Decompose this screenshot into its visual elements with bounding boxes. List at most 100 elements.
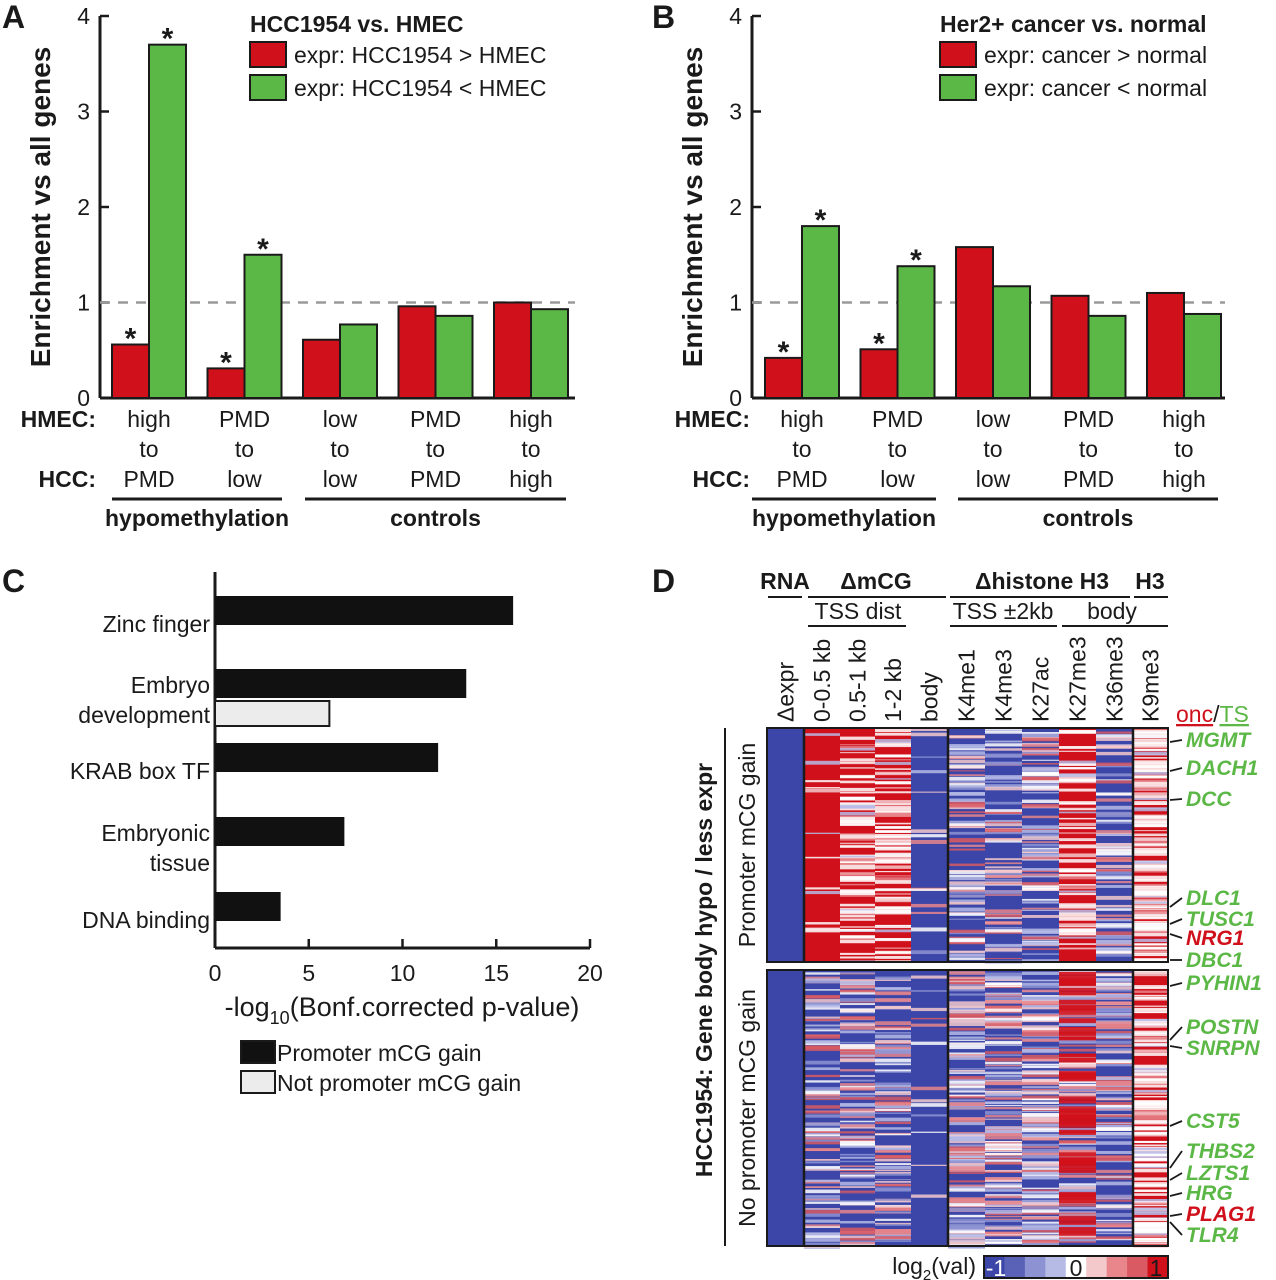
heatmap-stripe: [1133, 779, 1168, 783]
heatmap-stripe: [948, 1090, 985, 1093]
heatmap-stripe: [985, 1081, 1022, 1085]
heatmap-stripe: [875, 1184, 911, 1186]
heatmap-stripe: [948, 1153, 985, 1156]
heatmap-stripe: [1133, 820, 1168, 822]
heatmap-stripe: [1022, 829, 1059, 833]
heatmap-stripe: [1059, 1048, 1096, 1052]
heatmap-stripe: [840, 915, 875, 918]
heatmap-stripe: [985, 1183, 1022, 1187]
heatmap-stripe: [840, 780, 875, 784]
heatmap-stripe: [875, 1232, 911, 1236]
heatmap-stripe: [948, 792, 985, 796]
heatmap-stripe: [985, 875, 1022, 878]
heatmap-stripe: [1022, 744, 1059, 747]
legend-swatch: [249, 41, 287, 68]
heatmap-stripe: [1096, 1081, 1133, 1086]
significance-marker: *: [778, 336, 790, 369]
heatmap-stripe: [1059, 746, 1096, 749]
heatmap-stripe: [804, 1189, 840, 1194]
heatmap-stripe: [840, 913, 875, 915]
heatmap-stripe: [1133, 888, 1168, 892]
heatmap-stripe: [804, 1209, 840, 1214]
heatmap-stripe: [1133, 744, 1168, 747]
heatmap-stripe: [985, 1150, 1022, 1152]
legend-entry: expr: HCC1954 < HMEC: [294, 75, 546, 101]
heatmap-stripe: [875, 929, 911, 933]
category-label-bottom: high: [509, 466, 552, 492]
gene-label: SNRPN: [1186, 1037, 1260, 1060]
heatmap-stripe: [948, 1072, 985, 1074]
heatmap-stripe: [1022, 1187, 1059, 1190]
heatmap-stripe: [948, 755, 985, 759]
heatmap-stripe: [1059, 1096, 1096, 1104]
y-tick-label: 4: [729, 3, 742, 29]
heatmap-stripe: [1133, 1168, 1168, 1173]
heatmap-stripe: [1059, 1192, 1096, 1198]
heatmap-stripe: [985, 1225, 1022, 1227]
heatmap-stripe: [985, 1130, 1022, 1134]
significance-marker: *: [257, 233, 269, 266]
heatmap-stripe: [804, 1232, 840, 1236]
legend-entry: expr: cancer > normal: [984, 42, 1207, 68]
heatmap-stripe: [1022, 1063, 1059, 1066]
heatmap-stripe: [840, 918, 875, 921]
heatmap-stripe: [948, 806, 985, 810]
gene-tick: [1169, 1120, 1183, 1127]
heatmap-stripe: [911, 990, 948, 992]
heatmap-stripe: [1096, 780, 1133, 784]
heatmap-stripe: [985, 1079, 1022, 1082]
heatmap-stripe: [1022, 828, 1059, 831]
heatmap-stripe: [948, 780, 985, 784]
heatmap-stripe: [1133, 1134, 1168, 1137]
heatmap-stripe: [1133, 822, 1168, 824]
heatmap-stripe: [1059, 1206, 1096, 1210]
heatmap-stripe: [875, 852, 911, 857]
heatmap-stripe: [1059, 1042, 1096, 1044]
group-label: controls: [1043, 505, 1134, 531]
heatmap-stripe: [1133, 893, 1168, 895]
heatmap-stripe: [1133, 1223, 1168, 1227]
heatmap-stripe: [840, 1192, 875, 1194]
heatmap-stripe: [1059, 976, 1096, 985]
gene-label: TUSC1: [1186, 908, 1255, 931]
heatmap-stripe: [875, 1218, 911, 1221]
heatmap-stripe: [1022, 1072, 1059, 1075]
heatmap-stripe: [985, 838, 1022, 843]
heatmap-stripe: [1096, 1015, 1133, 1019]
heatmap-stripe: [1133, 1182, 1168, 1187]
heatmap-stripe: [875, 835, 911, 839]
bar: [1146, 291, 1185, 400]
heatmap-stripe: [1059, 1237, 1096, 1240]
heatmap-stripe: [985, 1023, 1022, 1027]
heatmap-stripe: [840, 1153, 875, 1156]
heatmap-stripe: [1022, 1074, 1059, 1078]
heatmap-stripe: [1059, 876, 1096, 880]
heatmap-stripe: [1059, 1146, 1096, 1151]
heatmap-stripe: [1133, 1210, 1168, 1214]
heatmap-stripe: [948, 1012, 985, 1015]
heatmap-stripe: [1022, 1236, 1059, 1239]
y-axis-label: Enrichment vs all genes: [25, 47, 56, 368]
heatmap-stripe: [985, 1141, 1022, 1145]
heatmap-stripe: [804, 972, 840, 975]
heatmap-stripe: [1133, 801, 1168, 805]
heatmap-stripe: [840, 791, 875, 794]
heatmap-stripe: [1133, 843, 1168, 846]
heatmap-stripe: [985, 1219, 1022, 1223]
heatmap-stripe: [1133, 875, 1168, 878]
heatmap-stripe: [875, 739, 911, 743]
heatmap-stripe: [948, 894, 985, 898]
heatmap-stripe: [985, 929, 1022, 933]
category-label-mid: to: [426, 436, 445, 462]
heatmap-stripe: [804, 1179, 840, 1182]
heatmap-stripe: [875, 896, 911, 899]
heatmap-stripe: [948, 953, 985, 957]
bar: [214, 700, 331, 727]
heatmap-stripe: [804, 1235, 840, 1239]
heatmap-stripe: [948, 1243, 985, 1245]
heatmap-stripe: [1022, 1112, 1059, 1117]
heatmap-stripe: [948, 1218, 985, 1222]
heatmap-stripe: [875, 1211, 911, 1214]
heatmap-stripe: [1133, 1119, 1168, 1124]
